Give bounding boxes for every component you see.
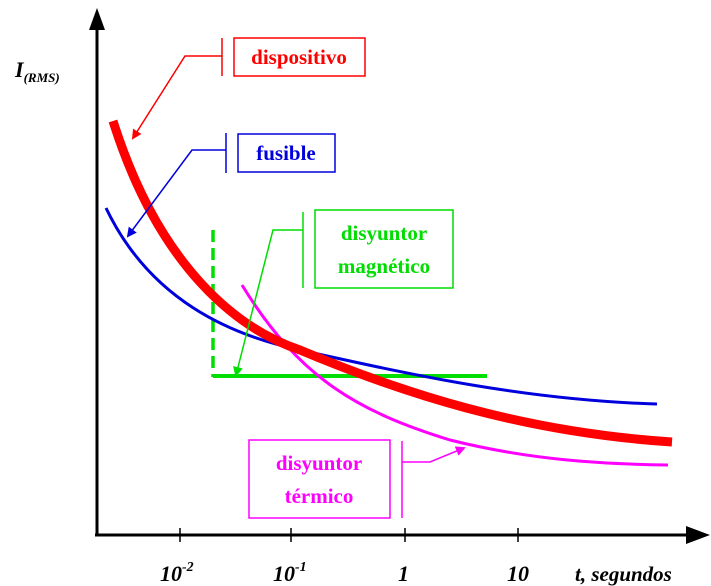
magnetic-breaker-label-line1: disyuntor: [341, 221, 427, 245]
dispositivo-callout: dispositivo: [131, 37, 366, 140]
magnetic-breaker-label-box: [314, 209, 454, 289]
thermal-breaker-curve: [240, 284, 669, 467]
magnetic-breaker-callout: disyuntor magnético: [233, 209, 454, 377]
thermal-breaker-callout: disyuntor térmico: [248, 439, 466, 519]
y-axis-arrowhead: [89, 8, 105, 30]
y-axis-label: I(RMS): [14, 57, 60, 85]
dispositivo-label-box: [233, 37, 366, 77]
thermal-breaker-label-line1: disyuntor: [276, 451, 362, 475]
dispositivo-curve: [108, 119, 673, 447]
x-axis-arrowhead: [686, 526, 710, 544]
fusible-label-box: [237, 133, 336, 173]
fusible-label: fusible: [256, 141, 316, 165]
x-tick-label-4: 10: [507, 561, 529, 586]
thermal-breaker-label-box: [248, 439, 391, 519]
x-axis-label: t, segundos: [575, 562, 672, 586]
dispositivo-label: dispositivo: [251, 45, 347, 69]
x-tick-label-1: 10-2: [160, 560, 194, 586]
thermal-breaker-label-line2: térmico: [285, 484, 354, 508]
magnetic-breaker-label-line2: magnético: [338, 254, 430, 278]
fusible-callout: fusible: [126, 133, 336, 238]
x-tick-label-3: 1: [398, 561, 409, 586]
x-tick-label-2: 10-1: [273, 560, 307, 586]
